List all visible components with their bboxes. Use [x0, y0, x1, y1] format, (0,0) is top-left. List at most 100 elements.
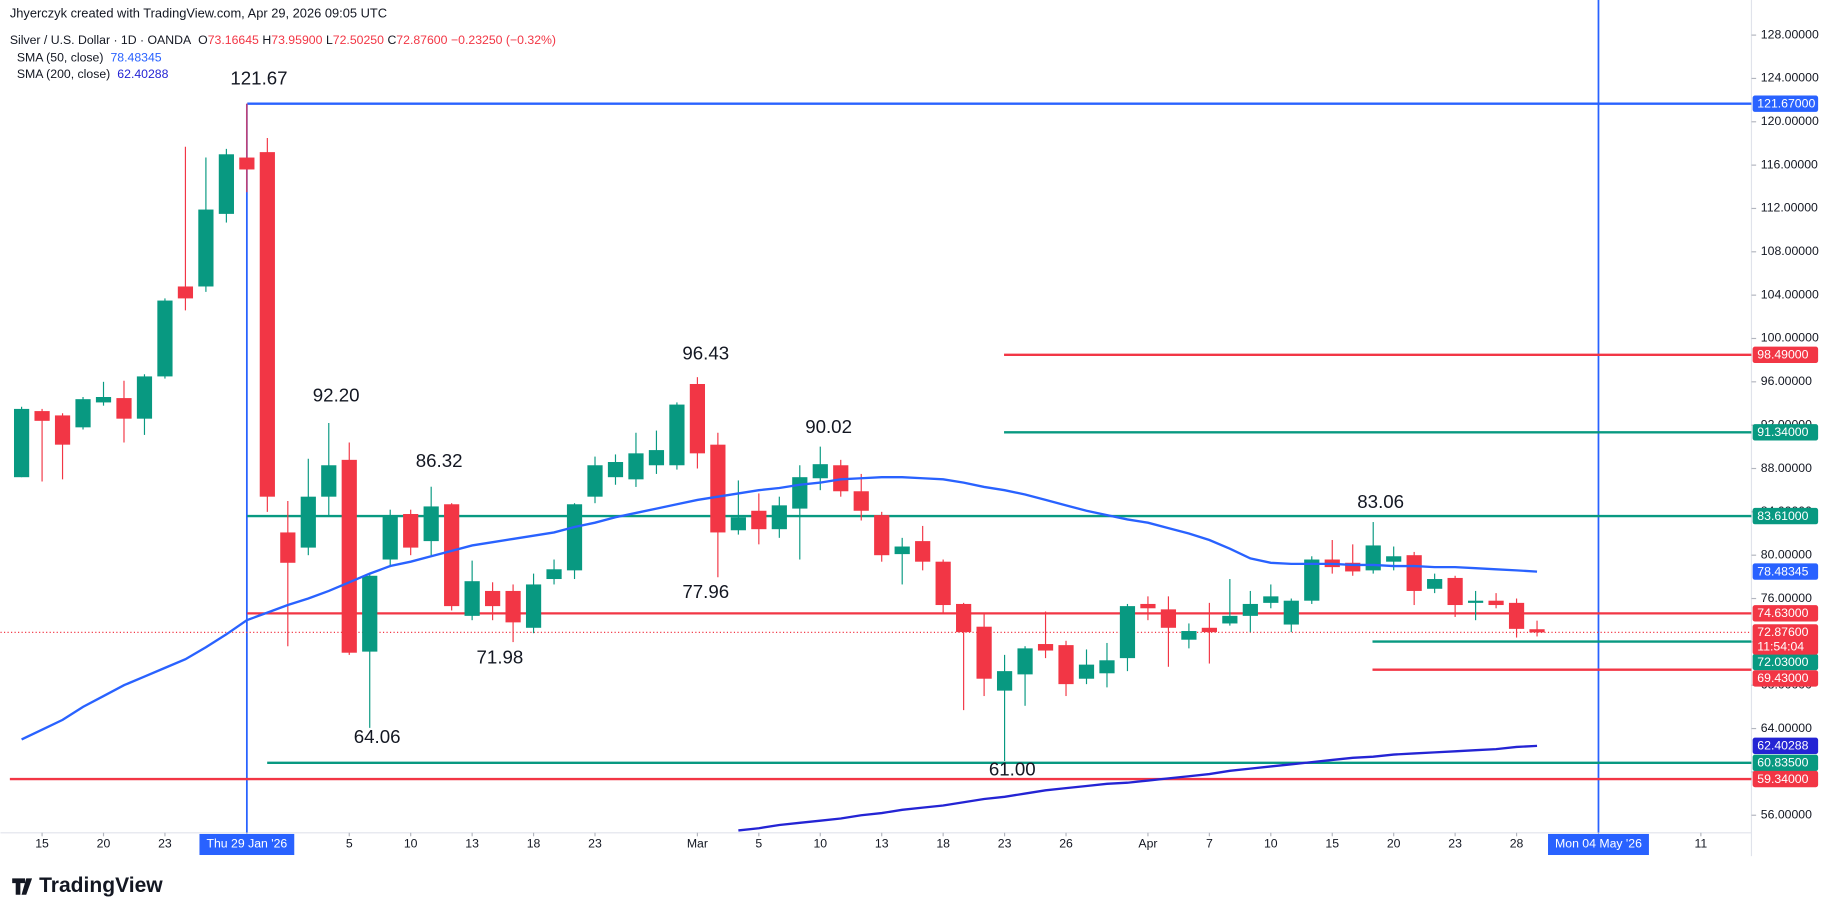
candle-body: [1304, 559, 1320, 601]
candle-body: [341, 459, 357, 653]
price-annotation: 64.06: [354, 726, 401, 747]
candle-body: [976, 626, 992, 679]
x-tick-label: 11: [1695, 837, 1708, 851]
countdown-label: 11:54:04: [1757, 639, 1804, 653]
x-tick-label: 23: [998, 837, 1012, 851]
candle-body: [525, 584, 542, 628]
header-text: 72.50250: [333, 33, 384, 47]
candle-body: [95, 396, 112, 403]
candle-body: [1037, 644, 1054, 651]
x-tick-label: Apr: [1138, 837, 1157, 851]
x-tick-label: 10: [404, 837, 418, 851]
level-label: 98.49000: [1757, 348, 1808, 362]
sma-line: [738, 744, 1538, 832]
level-label-box: [1752, 507, 1819, 525]
candle-body: [403, 514, 419, 548]
candle-body: [915, 541, 931, 562]
plot-area: [0, 0, 1752, 833]
candle-body: [1529, 629, 1545, 633]
x-tick-label: 23: [588, 837, 602, 851]
y-tick-label: 128.00000: [1761, 27, 1819, 41]
x-tick-label: 7: [1206, 837, 1213, 851]
price-annotation: 96.43: [682, 342, 729, 363]
price-annotation: 61.00: [989, 759, 1036, 780]
y-tick-label: 100.00000: [1761, 331, 1819, 345]
x-tick-label: 15: [1325, 837, 1339, 851]
candle-body: [157, 300, 173, 377]
level-label: 83.61000: [1757, 509, 1808, 523]
candle-body: [1365, 545, 1381, 571]
y-tick-label: 116.00000: [1761, 157, 1818, 171]
candle-body: [218, 154, 234, 214]
level-label: 74.63000: [1757, 606, 1808, 620]
level-label: 69.43000: [1757, 671, 1808, 685]
y-tick-label: 76.00000: [1761, 591, 1812, 605]
y-tick-label: 56.00000: [1761, 807, 1812, 821]
price-annotation: 86.32: [416, 450, 463, 471]
y-tick-label: 124.00000: [1761, 71, 1819, 85]
legend-name: SMA (50, close): [17, 51, 104, 65]
header-text: Silver / U.S. Dollar · 1D · OANDA: [10, 33, 192, 47]
last-price-box: [1752, 624, 1819, 655]
header-text: −0.23250 (−0.32%): [451, 33, 556, 47]
price-annotation: 90.02: [805, 416, 852, 437]
candle-body: [771, 505, 787, 530]
candle-body: [423, 506, 439, 542]
candle-body: [485, 590, 501, 607]
header-text: H: [262, 33, 271, 47]
y-tick-label: 112.00000: [1761, 201, 1818, 215]
candle-body: [75, 399, 91, 428]
candle-body: [1345, 562, 1361, 572]
header-text: 73.16645: [208, 33, 259, 47]
candle-body: [669, 404, 685, 466]
y-tick-label: 96.00000: [1761, 374, 1812, 388]
candle-body: [1181, 631, 1197, 640]
logo: TradingView: [12, 874, 163, 897]
level-label: 59.34000: [1757, 772, 1808, 786]
x-tick-label: 10: [1264, 837, 1278, 851]
candle-body: [566, 504, 583, 571]
price-annotation: 83.06: [1357, 491, 1404, 512]
author-line: Jhyerczyk created with TradingView.com, …: [10, 5, 387, 20]
candle-body: [177, 286, 194, 299]
level-label-box: [1752, 770, 1819, 788]
price-annotation: 71.98: [477, 646, 524, 667]
price-annotation: 92.20: [313, 384, 360, 405]
sma-label: 78.48345: [1757, 564, 1808, 578]
level-label: 72.03000: [1757, 655, 1808, 669]
candle-body: [1058, 645, 1074, 685]
x-tick-label: 5: [346, 837, 353, 851]
x-tick-highlight: [199, 833, 295, 856]
legend-value: 78.48345: [110, 51, 161, 65]
candle-body: [607, 462, 624, 478]
header-text: O: [198, 33, 208, 47]
sma-label: 62.40288: [1757, 739, 1808, 753]
candle-body: [894, 546, 910, 555]
candle-body: [853, 491, 869, 511]
candle-body: [1099, 660, 1115, 674]
x-tick-label: 28: [1510, 837, 1524, 851]
candle-body: [751, 510, 767, 530]
legend-value: 62.40288: [117, 67, 168, 81]
candle-body: [34, 411, 50, 421]
candle-body: [464, 581, 480, 616]
candle-body: [1160, 609, 1177, 628]
candle-body: [382, 516, 398, 560]
candle-body: [730, 517, 746, 531]
x-tick-label: 18: [936, 837, 950, 851]
candle-body: [1242, 603, 1258, 616]
price-annotation: 121.67: [230, 67, 287, 88]
candle-body: [710, 444, 726, 533]
sma-line: [21, 476, 1538, 741]
x-tick-label: 20: [97, 837, 111, 851]
header-text: C: [387, 33, 396, 47]
x-tick-label: 26: [1059, 837, 1073, 851]
candle-body: [362, 575, 378, 652]
candle-body: [996, 671, 1013, 691]
candle-body: [505, 590, 521, 623]
y-tick-label: 104.00000: [1761, 287, 1819, 301]
x-tick-label: 20: [1387, 837, 1401, 851]
sma-label-box: [1752, 563, 1819, 580]
candle-body: [628, 453, 644, 480]
